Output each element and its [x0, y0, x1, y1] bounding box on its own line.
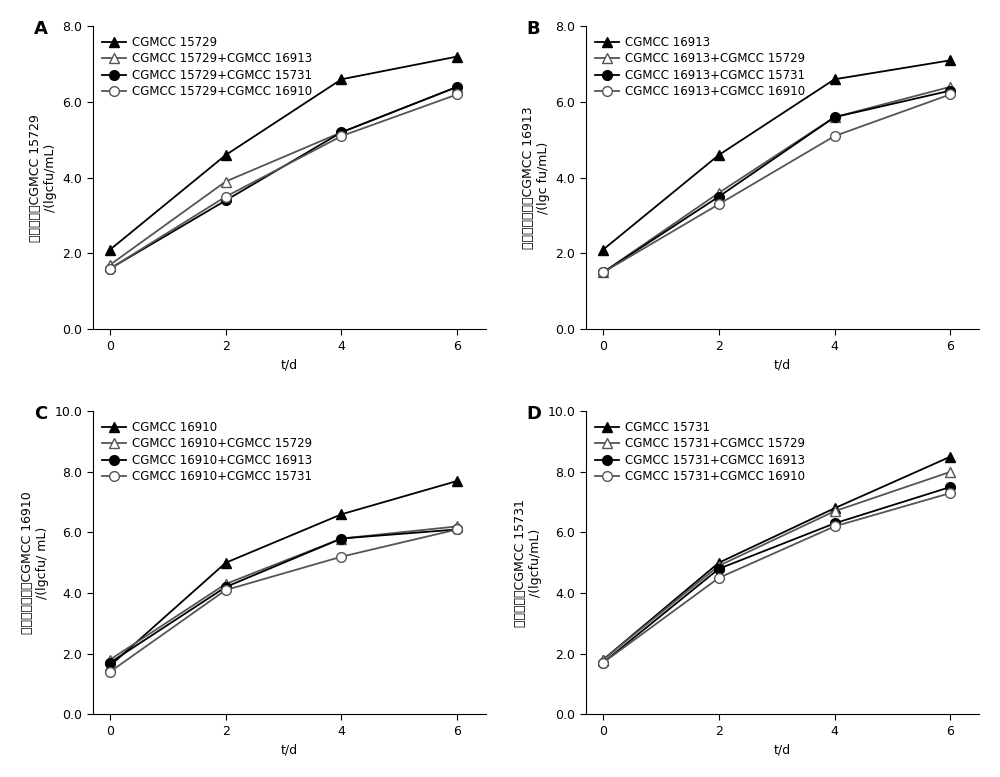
- Legend: CGMCC 15729, CGMCC 15729+CGMCC 16913, CGMCC 15729+CGMCC 15731, CGMCC 15729+CGMCC: CGMCC 15729, CGMCC 15729+CGMCC 16913, CG…: [99, 32, 315, 102]
- X-axis label: t/d: t/d: [774, 358, 791, 371]
- Y-axis label: 植物乳杆菌CGMCC 15731
/(lgcfu/mL): 植物乳杆菌CGMCC 15731 /(lgcfu/mL): [514, 499, 542, 627]
- Line: CGMCC 15731+CGMCC 16913: CGMCC 15731+CGMCC 16913: [598, 483, 955, 667]
- CGMCC 15729+CGMCC 15731: [451, 82, 463, 92]
- Line: CGMCC 16913+CGMCC 16910: CGMCC 16913+CGMCC 16910: [598, 89, 955, 277]
- CGMCC 16913+CGMCC 15731: [597, 268, 609, 277]
- Legend: CGMCC 16913, CGMCC 16913+CGMCC 15729, CGMCC 16913+CGMCC 15731, CGMCC 16913+CGMCC: CGMCC 16913, CGMCC 16913+CGMCC 15729, CG…: [592, 32, 808, 102]
- Line: CGMCC 15729: CGMCC 15729: [105, 52, 462, 255]
- CGMCC 15731+CGMCC 16913: [829, 519, 841, 528]
- CGMCC 15729+CGMCC 15731: [220, 196, 232, 205]
- CGMCC 16910+CGMCC 16913: [335, 534, 347, 543]
- CGMCC 16910+CGMCC 15731: [335, 552, 347, 561]
- CGMCC 16913: [829, 75, 841, 84]
- CGMCC 15731+CGMCC 16910: [829, 521, 841, 531]
- CGMCC 16913+CGMCC 16910: [597, 268, 609, 277]
- Line: CGMCC 16910+CGMCC 15731: CGMCC 16910+CGMCC 15731: [105, 524, 462, 677]
- CGMCC 15729: [220, 150, 232, 159]
- CGMCC 16913+CGMCC 15729: [829, 113, 841, 122]
- CGMCC 15729+CGMCC 16910: [335, 131, 347, 141]
- CGMCC 15729+CGMCC 16913: [220, 177, 232, 186]
- CGMCC 15729+CGMCC 16913: [104, 260, 116, 270]
- CGMCC 15731+CGMCC 16913: [944, 483, 956, 492]
- Y-axis label: 酿酒酵母菌CGMCC 15729
/(lgcfu/mL): 酿酒酵母菌CGMCC 15729 /(lgcfu/mL): [29, 113, 57, 242]
- Line: CGMCC 16910+CGMCC 16913: CGMCC 16910+CGMCC 16913: [105, 524, 462, 667]
- Line: CGMCC 16910+CGMCC 15729: CGMCC 16910+CGMCC 15729: [105, 521, 462, 664]
- CGMCC 15731: [713, 558, 725, 567]
- CGMCC 16910+CGMCC 15729: [451, 521, 463, 531]
- Line: CGMCC 15729+CGMCC 16913: CGMCC 15729+CGMCC 16913: [105, 82, 462, 270]
- Y-axis label: 葡萄假丝酵母菌CGMCC 16913
/(lgc fu/mL): 葡萄假丝酵母菌CGMCC 16913 /(lgc fu/mL): [522, 106, 550, 249]
- CGMCC 15729: [451, 52, 463, 61]
- CGMCC 16910+CGMCC 16913: [220, 582, 232, 591]
- Text: A: A: [34, 20, 48, 38]
- CGMCC 16913+CGMCC 15729: [944, 82, 956, 92]
- CGMCC 15731+CGMCC 16910: [944, 489, 956, 498]
- CGMCC 15729+CGMCC 16913: [335, 127, 347, 137]
- CGMCC 16910: [335, 510, 347, 519]
- CGMCC 15729: [335, 75, 347, 84]
- CGMCC 16913+CGMCC 15729: [597, 268, 609, 277]
- CGMCC 15731+CGMCC 16910: [713, 573, 725, 583]
- Line: CGMCC 15731+CGMCC 16910: CGMCC 15731+CGMCC 16910: [598, 488, 955, 667]
- CGMCC 15731+CGMCC 15729: [597, 655, 609, 664]
- CGMCC 16913+CGMCC 16910: [713, 200, 725, 209]
- CGMCC 16913+CGMCC 16910: [944, 90, 956, 99]
- CGMCC 16913: [597, 245, 609, 254]
- Legend: CGMCC 15731, CGMCC 15731+CGMCC 15729, CGMCC 15731+CGMCC 16913, CGMCC 15731+CGMCC: CGMCC 15731, CGMCC 15731+CGMCC 15729, CG…: [592, 417, 808, 487]
- CGMCC 15729+CGMCC 16910: [451, 90, 463, 99]
- CGMCC 15731: [829, 503, 841, 513]
- Line: CGMCC 16913+CGMCC 15731: CGMCC 16913+CGMCC 15731: [598, 85, 955, 277]
- Text: D: D: [527, 406, 542, 423]
- CGMCC 15731+CGMCC 15729: [829, 507, 841, 516]
- Line: CGMCC 15731+CGMCC 15729: CGMCC 15731+CGMCC 15729: [598, 467, 955, 664]
- CGMCC 15731+CGMCC 16913: [713, 564, 725, 573]
- CGMCC 16913+CGMCC 15731: [944, 86, 956, 96]
- X-axis label: t/d: t/d: [774, 743, 791, 756]
- X-axis label: t/d: t/d: [281, 358, 298, 371]
- CGMCC 15731: [944, 452, 956, 462]
- CGMCC 15731+CGMCC 15729: [944, 467, 956, 476]
- CGMCC 16910+CGMCC 15731: [104, 667, 116, 677]
- Line: CGMCC 16913+CGMCC 15729: CGMCC 16913+CGMCC 15729: [598, 82, 955, 277]
- CGMCC 16910+CGMCC 15729: [220, 580, 232, 589]
- CGMCC 15729+CGMCC 16910: [104, 264, 116, 274]
- CGMCC 16913: [713, 150, 725, 159]
- CGMCC 15731+CGMCC 15729: [713, 561, 725, 570]
- CGMCC 16913+CGMCC 15731: [829, 113, 841, 122]
- CGMCC 15731+CGMCC 16913: [597, 658, 609, 667]
- CGMCC 16910: [220, 558, 232, 567]
- CGMCC 15731: [597, 655, 609, 664]
- CGMCC 16913+CGMCC 16910: [829, 131, 841, 141]
- CGMCC 15729+CGMCC 15731: [335, 127, 347, 137]
- Line: CGMCC 15729+CGMCC 15731: CGMCC 15729+CGMCC 15731: [105, 82, 462, 274]
- Line: CGMCC 15731: CGMCC 15731: [598, 452, 955, 664]
- CGMCC 16910+CGMCC 15731: [451, 524, 463, 534]
- CGMCC 16910+CGMCC 16913: [104, 658, 116, 667]
- CGMCC 15729: [104, 245, 116, 254]
- CGMCC 15729+CGMCC 15731: [104, 264, 116, 274]
- X-axis label: t/d: t/d: [281, 743, 298, 756]
- CGMCC 15729+CGMCC 16910: [220, 192, 232, 201]
- CGMCC 16910+CGMCC 16913: [451, 524, 463, 534]
- Y-axis label: 黑海威芽孢杆菌CGMCC 16910
/(lgcfu/ mL): 黑海威芽孢杆菌CGMCC 16910 /(lgcfu/ mL): [21, 491, 49, 634]
- Line: CGMCC 16910: CGMCC 16910: [105, 476, 462, 671]
- CGMCC 16910: [451, 476, 463, 486]
- Line: CGMCC 16913: CGMCC 16913: [598, 55, 955, 255]
- CGMCC 16910+CGMCC 15729: [104, 655, 116, 664]
- Line: CGMCC 15729+CGMCC 16910: CGMCC 15729+CGMCC 16910: [105, 89, 462, 274]
- Legend: CGMCC 16910, CGMCC 16910+CGMCC 15729, CGMCC 16910+CGMCC 16913, CGMCC 16910+CGMCC: CGMCC 16910, CGMCC 16910+CGMCC 15729, CG…: [99, 417, 315, 487]
- CGMCC 16913: [944, 56, 956, 65]
- CGMCC 16910+CGMCC 15729: [335, 534, 347, 543]
- CGMCC 16910+CGMCC 15731: [220, 585, 232, 594]
- CGMCC 15729+CGMCC 16913: [451, 82, 463, 92]
- CGMCC 15731+CGMCC 16910: [597, 658, 609, 667]
- Text: B: B: [527, 20, 540, 38]
- CGMCC 16913+CGMCC 15731: [713, 192, 725, 201]
- Text: C: C: [34, 406, 47, 423]
- CGMCC 16910: [104, 661, 116, 671]
- CGMCC 16913+CGMCC 15729: [713, 188, 725, 197]
